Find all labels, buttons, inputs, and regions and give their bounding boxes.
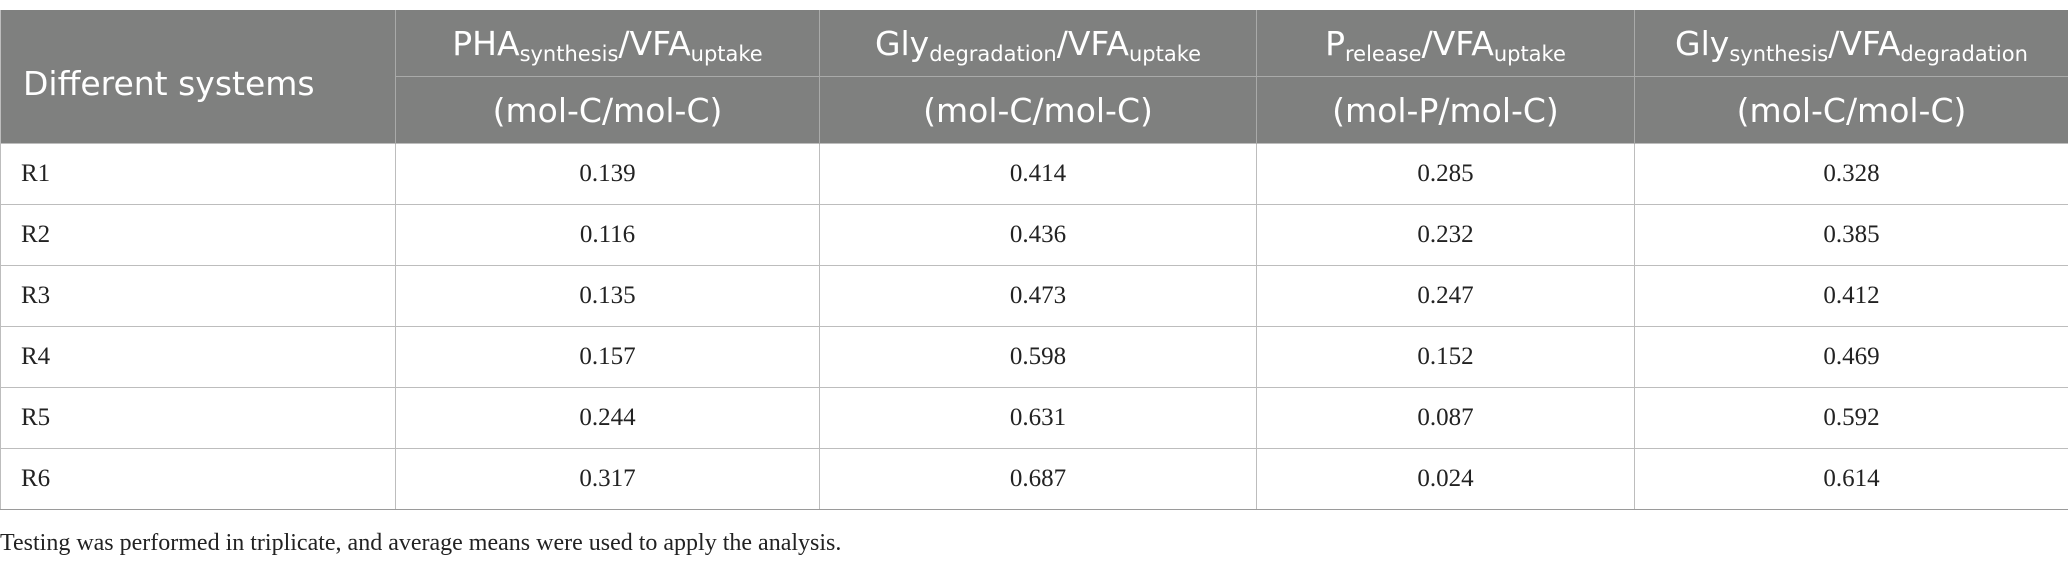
value-cell: 0.592: [1634, 387, 2068, 449]
header-unit: (mol-C/mol-C): [395, 76, 820, 144]
header-pha-synthesis-vfa-uptake: PHAsynthesis/VFAuptake: [395, 10, 820, 77]
value-cell: 0.247: [1256, 265, 1635, 327]
value-cell: 0.139: [395, 143, 820, 205]
value-cell: 0.687: [819, 448, 1257, 510]
value-cell: 0.152: [1256, 326, 1635, 388]
header-different-systems: Different systems: [0, 10, 396, 144]
system-cell: R6: [0, 448, 396, 510]
value-cell: 0.473: [819, 265, 1257, 327]
header-gly-synthesis-vfa-degradation: Glysynthesis/VFAdegradation: [1634, 10, 2068, 77]
value-cell: 0.631: [819, 387, 1257, 449]
value-cell: 0.285: [1256, 143, 1635, 205]
header-p-release-vfa-uptake: Prelease/VFAuptake: [1256, 10, 1635, 77]
value-cell: 0.135: [395, 265, 820, 327]
value-cell: 0.232: [1256, 204, 1635, 266]
table-row: R3 0.135 0.473 0.247 0.412: [0, 265, 2068, 327]
table-row: R2 0.116 0.436 0.232 0.385: [0, 204, 2068, 266]
value-cell: 0.024: [1256, 448, 1635, 510]
table-row: R6 0.317 0.687 0.024 0.614: [0, 448, 2068, 510]
header-row-units: (mol-C/mol-C) (mol-C/mol-C) (mol-P/mol-C…: [1, 76, 2068, 144]
system-cell: R5: [0, 387, 396, 449]
value-cell: 0.414: [819, 143, 1257, 205]
value-cell: 0.598: [819, 326, 1257, 388]
value-cell: 0.412: [1634, 265, 2068, 327]
system-cell: R3: [0, 265, 396, 327]
value-cell: 0.385: [1634, 204, 2068, 266]
table-row: R5 0.244 0.631 0.087 0.592: [0, 387, 2068, 449]
system-cell: R2: [0, 204, 396, 266]
value-cell: 0.317: [395, 448, 820, 510]
header-unit: (mol-C/mol-C): [1634, 76, 2068, 144]
value-cell: 0.436: [819, 204, 1257, 266]
header-unit: (mol-P/mol-C): [1256, 76, 1635, 144]
header-unit: (mol-C/mol-C): [819, 76, 1257, 144]
system-cell: R4: [0, 326, 396, 388]
header-gly-degradation-vfa-uptake: Glydegradation/VFAuptake: [819, 10, 1257, 77]
table-body: R1 0.139 0.414 0.285 0.328 R2 0.116 0.43…: [0, 143, 2068, 510]
value-cell: 0.157: [395, 326, 820, 388]
value-cell: 0.469: [1634, 326, 2068, 388]
table-footnote: Testing was performed in triplicate, and…: [0, 530, 842, 556]
value-cell: 0.328: [1634, 143, 2068, 205]
results-table: Different systems PHAsynthesis/VFAuptake…: [0, 10, 2068, 510]
table-row: R1 0.139 0.414 0.285 0.328: [0, 143, 2068, 205]
header-row-names: Different systems PHAsynthesis/VFAuptake…: [0, 10, 2068, 144]
value-cell: 0.116: [395, 204, 820, 266]
value-cell: 0.614: [1634, 448, 2068, 510]
table-header: Different systems PHAsynthesis/VFAuptake…: [0, 10, 2068, 144]
system-cell: R1: [0, 143, 396, 205]
table-row: R4 0.157 0.598 0.152 0.469: [0, 326, 2068, 388]
value-cell: 0.244: [395, 387, 820, 449]
value-cell: 0.087: [1256, 387, 1635, 449]
